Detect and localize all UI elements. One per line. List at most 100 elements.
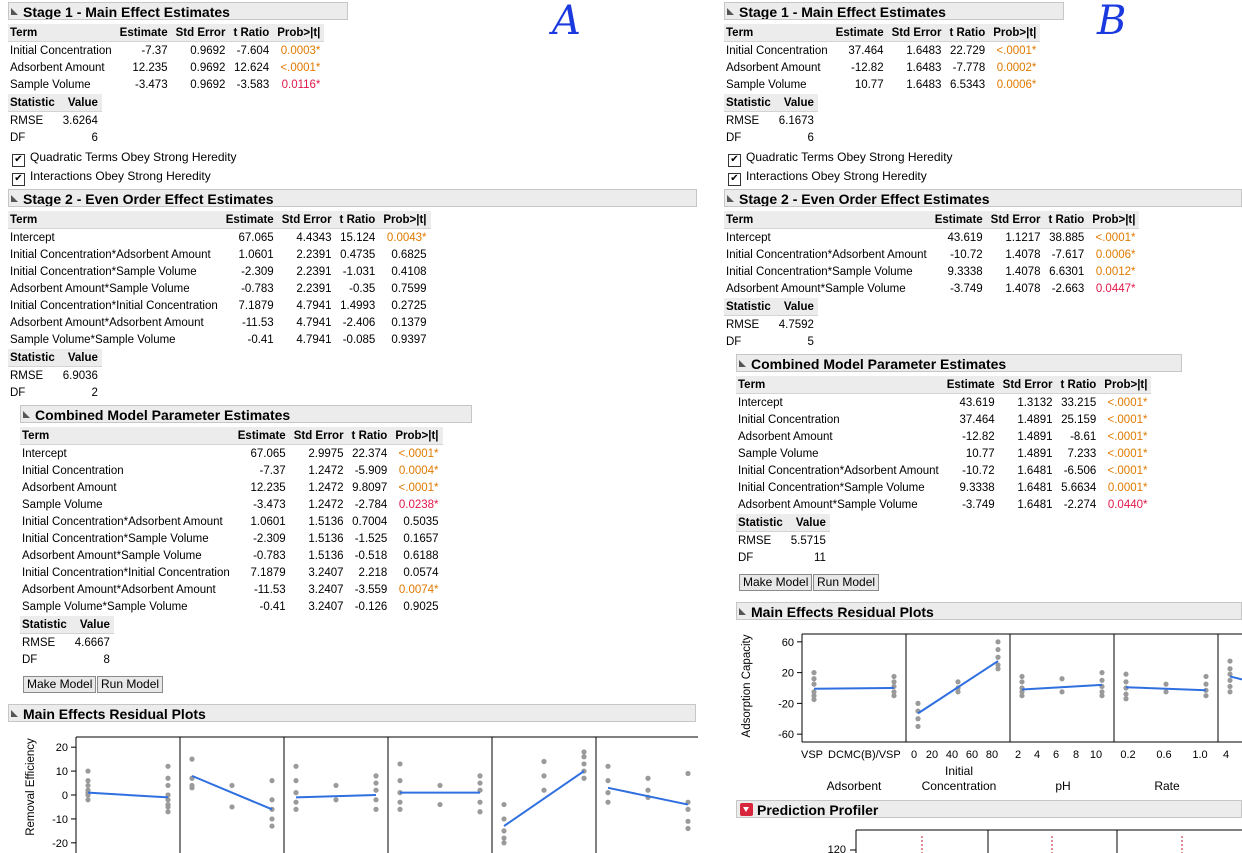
red-triangle-menu-icon[interactable] xyxy=(740,803,753,816)
column-header[interactable]: Statistic xyxy=(20,616,71,634)
profiler-outline-header[interactable]: Prediction Profiler xyxy=(736,800,1242,818)
column-header[interactable]: Term xyxy=(8,24,116,42)
disclosure-triangle-icon[interactable] xyxy=(11,195,18,202)
column-header[interactable]: Value xyxy=(774,298,818,316)
table-cell: Intercept xyxy=(738,396,783,409)
x-tick-label: 1.0 xyxy=(1192,749,1207,761)
stage1-outline-header-b[interactable]: Stage 1 - Main Effect Estimates xyxy=(724,2,1064,20)
interaction-heredity-checkbox[interactable]: ✔ Interactions Obey Strong Heredity xyxy=(12,169,211,186)
residual-point xyxy=(501,816,507,822)
disclosure-triangle-icon[interactable] xyxy=(11,710,18,717)
checkbox-checked-icon[interactable]: ✔ xyxy=(12,154,25,167)
column-header[interactable]: Prob>|t| xyxy=(989,24,1041,42)
table-cell: 0.1379 xyxy=(391,316,427,329)
table-cell: 4.7941 xyxy=(296,299,332,312)
disclosure-triangle-icon[interactable] xyxy=(23,411,30,418)
quadratic-heredity-checkbox-b[interactable]: ✔ Quadratic Terms Obey Strong Heredity xyxy=(728,150,953,167)
table-cell: -7.37 xyxy=(141,44,168,57)
column-header[interactable]: Statistic xyxy=(8,349,59,367)
column-header[interactable]: t Ratio xyxy=(1044,211,1089,229)
table-cell: <.0001* xyxy=(280,61,321,74)
run-model-button[interactable]: Run Model xyxy=(97,676,164,693)
column-header[interactable]: t Ratio xyxy=(229,24,274,42)
column-header[interactable]: Value xyxy=(774,94,818,112)
column-header[interactable]: Term xyxy=(8,211,222,229)
table-cell: 5.5715 xyxy=(790,534,826,547)
residual-point xyxy=(891,673,897,680)
column-header[interactable]: t Ratio xyxy=(945,24,990,42)
factor-label: pH xyxy=(1055,779,1070,793)
residual-outline-header[interactable]: Main Effects Residual Plots xyxy=(8,704,696,722)
interaction-heredity-checkbox-b[interactable]: ✔ Interactions Obey Strong Heredity xyxy=(728,169,927,186)
table-cell: -0.126 xyxy=(354,600,388,613)
table-header-row: Statistic Value xyxy=(736,514,830,532)
checkbox-checked-icon[interactable]: ✔ xyxy=(728,173,741,186)
column-header[interactable]: Prob>|t| xyxy=(1088,211,1140,229)
column-header[interactable]: Prob>|t| xyxy=(273,24,325,42)
stage1-outline-header[interactable]: Stage 1 - Main Effect Estimates xyxy=(8,2,348,20)
stage2-outline-header[interactable]: Stage 2 - Even Order Effect Estimates xyxy=(8,189,697,207)
table-header-row: Statistic Value xyxy=(724,298,818,316)
residual-point xyxy=(995,654,1001,660)
residual-point xyxy=(605,763,611,769)
disclosure-triangle-icon[interactable] xyxy=(727,195,734,202)
disclosure-triangle-icon[interactable] xyxy=(739,608,746,615)
column-header[interactable]: Std Error xyxy=(171,24,230,42)
table-cell: 7.1879 xyxy=(238,299,274,312)
residual-point xyxy=(477,787,483,793)
column-header[interactable]: Estimate xyxy=(221,211,278,229)
table-cell: -5.909 xyxy=(354,464,388,477)
checkbox-checked-icon[interactable]: ✔ xyxy=(12,173,25,186)
table-row: Initial Concentration*Adsorbent Amount 1.… xyxy=(8,246,431,263)
column-header[interactable]: Statistic xyxy=(736,514,787,532)
residual-outline-header-b[interactable]: Main Effects Residual Plots xyxy=(736,602,1242,620)
column-header[interactable]: Value xyxy=(58,94,102,112)
column-header[interactable]: Value xyxy=(786,514,830,532)
column-header[interactable]: Prob>|t| xyxy=(391,427,443,445)
column-header[interactable]: Value xyxy=(70,616,114,634)
residual-point xyxy=(1203,693,1209,699)
column-header[interactable]: Std Error xyxy=(986,211,1045,229)
column-header[interactable]: Prob>|t| xyxy=(1100,376,1152,394)
column-header[interactable]: Statistic xyxy=(8,94,59,112)
stage2-outline-header-b[interactable]: Stage 2 - Even Order Effect Estimates xyxy=(724,189,1242,207)
make-model-button-b[interactable]: Make Model xyxy=(739,574,813,591)
disclosure-triangle-icon[interactable] xyxy=(739,360,746,367)
column-header[interactable]: Std Error xyxy=(998,376,1057,394)
x-tick-label: VSP xyxy=(801,749,823,761)
make-model-button[interactable]: Make Model xyxy=(23,676,97,693)
column-header[interactable]: Statistic xyxy=(724,94,775,112)
table-row: Adsorbent Amount 12.235 0.9692 12.624 <.0001… xyxy=(8,59,324,76)
column-header[interactable]: t Ratio xyxy=(1056,376,1101,394)
table-cell: -7.778 xyxy=(952,61,986,74)
column-header[interactable]: Std Error xyxy=(277,211,336,229)
table-cell: Sample Volume xyxy=(726,78,807,91)
quadratic-heredity-checkbox[interactable]: ✔ Quadratic Terms Obey Strong Heredity xyxy=(12,150,237,167)
residual-point xyxy=(165,809,171,815)
column-header[interactable]: Value xyxy=(58,349,102,367)
column-header[interactable]: Estimate xyxy=(930,211,987,229)
run-model-button-b[interactable]: Run Model xyxy=(813,574,880,591)
combined-outline-header-b[interactable]: Combined Model Parameter Estimates xyxy=(736,354,1182,372)
column-header[interactable]: Std Error xyxy=(887,24,946,42)
column-header[interactable]: Estimate xyxy=(831,24,888,42)
column-header[interactable]: Prob>|t| xyxy=(379,211,431,229)
column-header[interactable]: Std Error xyxy=(289,427,348,445)
disclosure-triangle-icon[interactable] xyxy=(11,8,18,15)
disclosure-triangle-icon[interactable] xyxy=(727,8,734,15)
checkbox-checked-icon[interactable]: ✔ xyxy=(728,154,741,167)
column-header[interactable]: Estimate xyxy=(115,24,172,42)
column-header[interactable]: Estimate xyxy=(942,376,999,394)
column-header[interactable]: t Ratio xyxy=(335,211,380,229)
column-header[interactable]: Term xyxy=(724,24,832,42)
table-cell: DF xyxy=(10,386,26,399)
combined-outline-header[interactable]: Combined Model Parameter Estimates xyxy=(20,405,472,423)
column-header[interactable]: Term xyxy=(724,211,931,229)
residual-point xyxy=(1227,658,1233,664)
residual-point xyxy=(397,799,403,805)
column-header[interactable]: Term xyxy=(20,427,234,445)
column-header[interactable]: Statistic xyxy=(724,298,775,316)
column-header[interactable]: t Ratio xyxy=(347,427,392,445)
column-header[interactable]: Estimate xyxy=(233,427,290,445)
column-header[interactable]: Term xyxy=(736,376,943,394)
